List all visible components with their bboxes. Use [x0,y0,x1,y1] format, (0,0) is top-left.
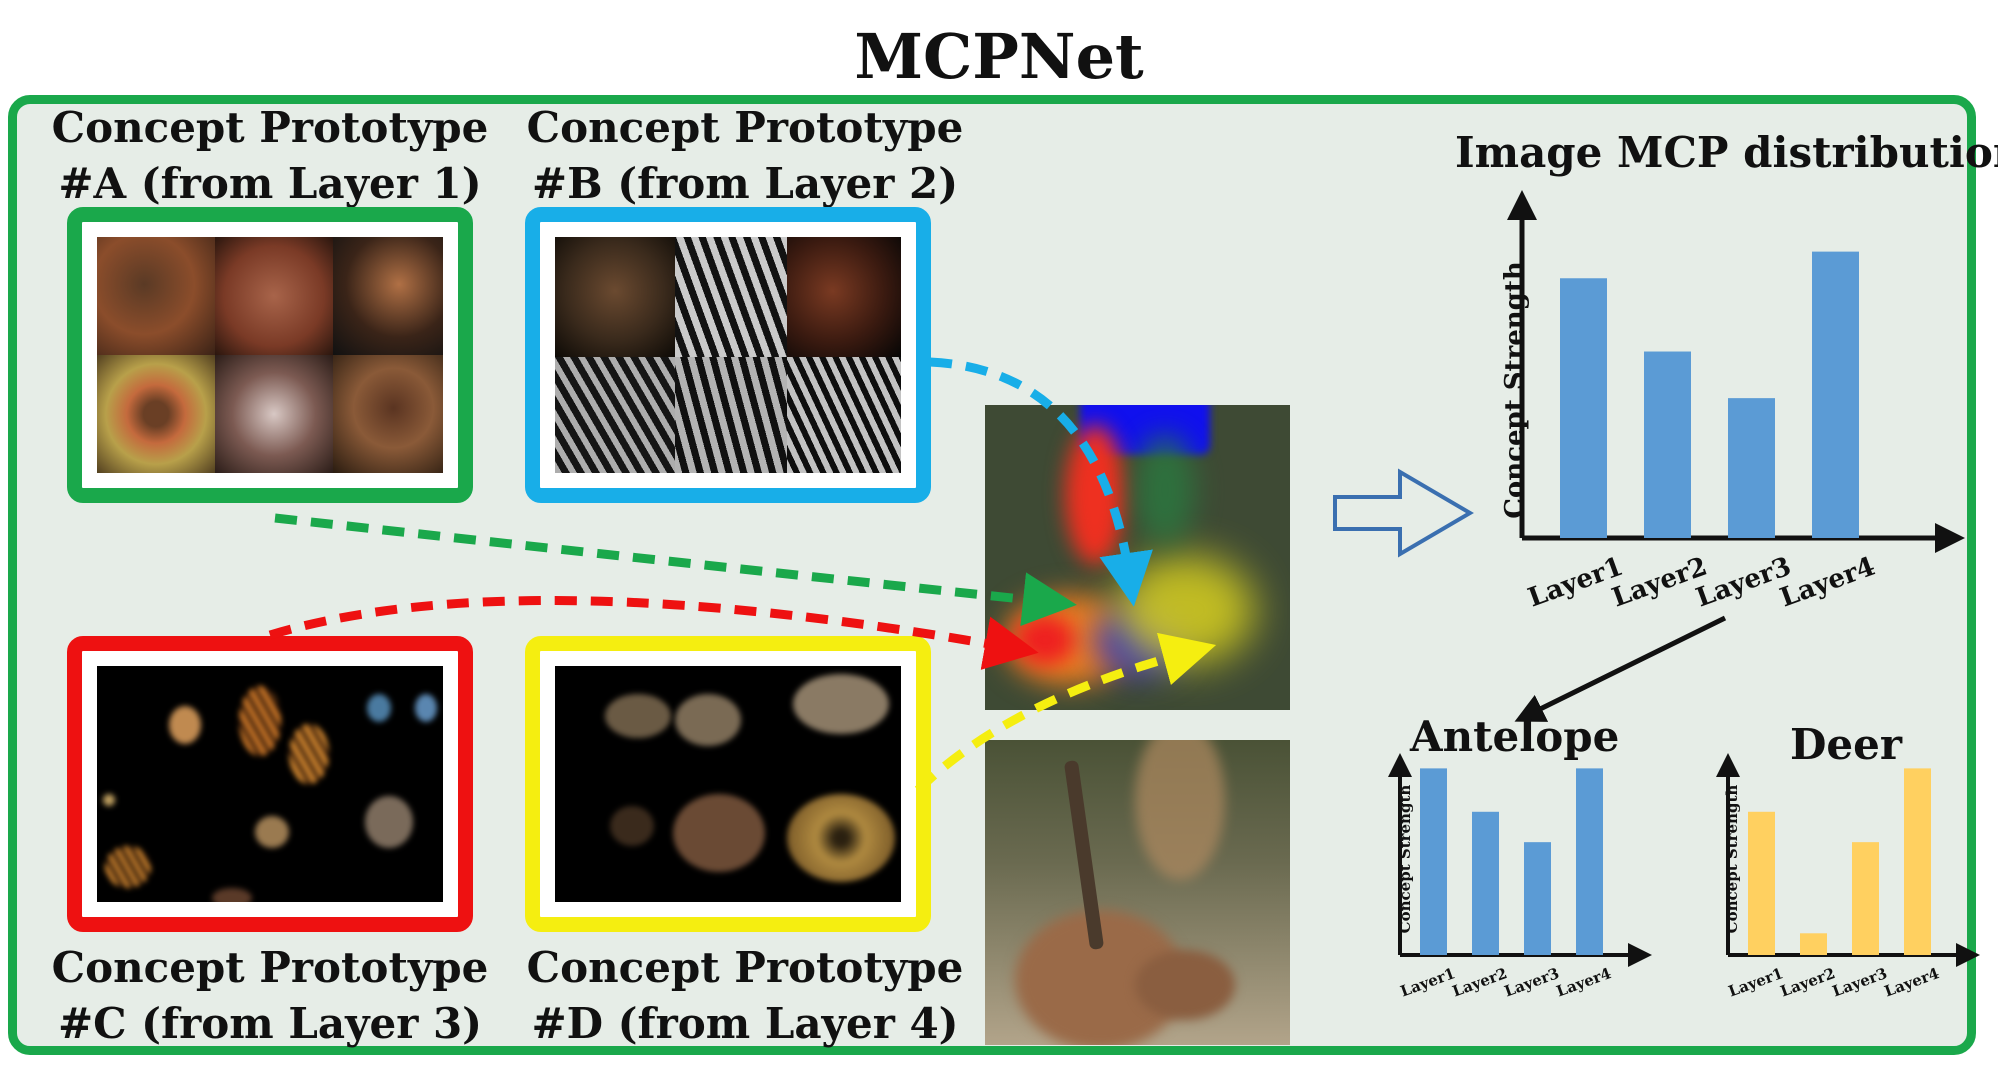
prototype-d-label: Concept Prototype #D (from Layer 4) [510,940,980,1052]
prototype-a-box [67,207,473,503]
chart-main-bar-layer4 [1812,251,1859,538]
prototype-b-box [525,207,931,503]
chart-antelope-bar-layer3 [1524,842,1551,955]
prototype-c-label-line1: Concept Prototype [51,943,489,992]
prototype-a-label-line1: Concept Prototype [51,103,489,152]
chart-antelope-bar-layer2 [1472,811,1499,955]
arrow-prototype-a [274,513,1077,627]
prototype-a-label-line2: #A (from Layer 1) [58,159,482,208]
prototype-a-label: Concept Prototype #A (from Layer 1) [35,100,505,212]
chart-deer-tick-layer1: Layer1 [1726,964,1786,1000]
hollow-arrow [1333,468,1474,558]
arrow-prototype-d [914,632,1217,794]
chart-main-bar-layer1 [1560,278,1607,538]
chart-deer-bar-layer4 [1904,768,1931,955]
prototype-d-box [525,636,931,932]
prototype-b-image-grid [555,237,901,473]
chart-deer-bar-layer1 [1748,811,1775,955]
prototype-a-image-grid [97,237,443,473]
diagram-title: MCPNet [854,20,1144,93]
chart-deer-tick-layer3: Layer3 [1830,964,1890,1000]
prototype-d-label-line1: Concept Prototype [526,943,964,992]
chart-main-bar-layer2 [1644,351,1691,538]
prototype-d-image-grid [555,666,901,902]
chart-deer-title: Deer [1790,720,1902,769]
chart-deer-tick-layer2: Layer2 [1778,964,1838,1000]
prototype-c-label: Concept Prototype #C (from Layer 3) [35,940,505,1052]
chart-antelope-bar-layer1 [1420,768,1447,955]
prototype-b-label-line1: Concept Prototype [526,103,964,152]
chart-main-title: Image MCP distribution [1455,128,1998,177]
prototype-c-box [67,636,473,932]
chart-deer-bar-layer3 [1852,842,1879,955]
chart-antelope-title: Antelope [1410,712,1620,761]
arrow-prototype-c [268,595,1039,670]
chart-deer-tick-layer4: Layer4 [1882,964,1942,1000]
heatmap-image [985,405,1290,710]
prototype-c-image-grid [97,666,443,902]
prototype-d-label-line2: #D (from Layer 4) [531,999,959,1048]
chart-main-bar-layer3 [1728,398,1775,538]
prototype-b-label: Concept Prototype #B (from Layer 2) [510,100,980,212]
chart-antelope-bar-layer4 [1576,768,1603,955]
arrow-prototype-b [929,357,1153,607]
prototype-c-label-line2: #C (from Layer 3) [57,999,483,1048]
chart-deer-bar-layer2 [1800,933,1827,955]
prototype-b-label-line2: #B (from Layer 2) [531,159,959,208]
antelope-photo [985,740,1290,1045]
arrow-to-class-charts [1514,615,1727,722]
